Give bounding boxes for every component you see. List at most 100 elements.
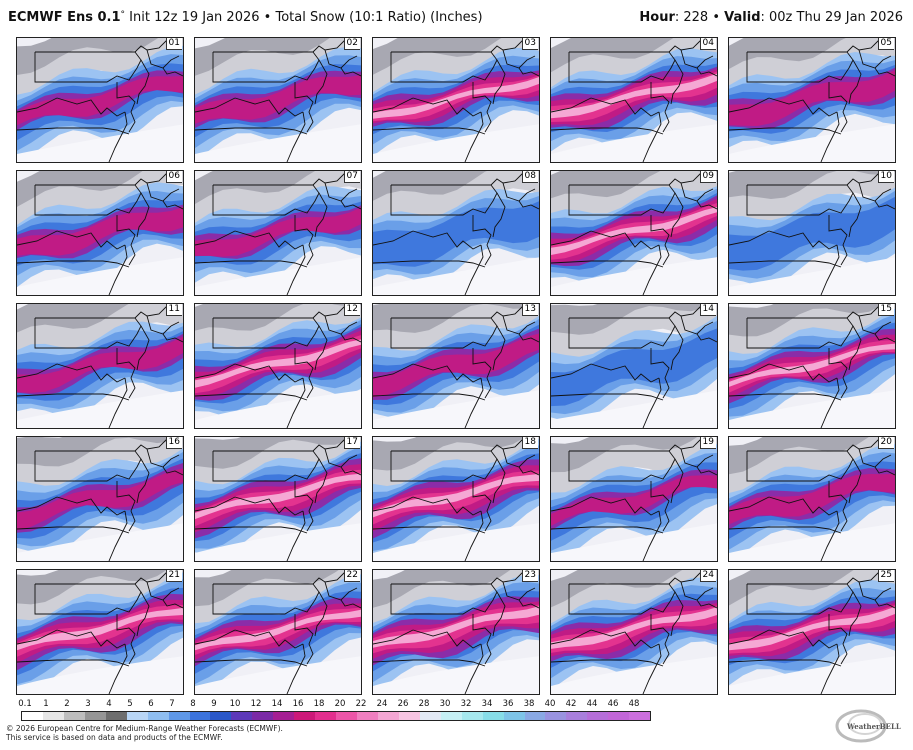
colorbar-tick-label: 2 xyxy=(64,699,70,709)
member-number-label: 13 xyxy=(521,304,538,316)
snow-band-grey xyxy=(551,304,712,335)
no-snow-area xyxy=(373,257,539,295)
snow-band-grey xyxy=(373,437,526,471)
no-snow-area xyxy=(195,656,361,694)
snowfall-map xyxy=(729,38,895,162)
colorbar-tick-label: 14 xyxy=(271,699,283,709)
member-number-label: 23 xyxy=(521,570,538,582)
snowfall-map xyxy=(195,171,361,295)
snow-band-grey xyxy=(373,38,502,75)
ensemble-member-panel: 21 xyxy=(16,569,184,695)
header: ECMWF Ens 0.1° Init 12z 19 Jan 2026 • To… xyxy=(0,0,913,34)
ensemble-member-panel: 06 xyxy=(16,170,184,296)
colorbar-tick-label: 48 xyxy=(628,699,640,709)
colorbar-tick-label: 12 xyxy=(250,699,262,709)
colorbar-swatch xyxy=(42,712,64,720)
colorbar-swatch xyxy=(63,712,85,720)
snow-band-pale-pink xyxy=(729,606,895,651)
state-boundaries xyxy=(729,438,895,561)
snow-band-grey xyxy=(195,171,315,204)
colorbar-swatch xyxy=(461,712,483,720)
state-boundaries xyxy=(551,571,717,694)
snow-band-grey xyxy=(17,437,181,467)
no-snow-area xyxy=(195,523,361,561)
no-snow-area xyxy=(729,257,895,295)
colorbar-swatch xyxy=(545,712,567,720)
snowfall-map xyxy=(195,437,361,561)
colorbar-swatch xyxy=(168,712,190,720)
colorbar-tick-label: 3 xyxy=(85,699,91,709)
colorbar-tick-label: 34 xyxy=(481,699,493,709)
member-number-label: 06 xyxy=(165,171,182,183)
state-boundaries xyxy=(373,305,539,428)
snowfall-map xyxy=(17,437,183,561)
ensemble-member-panel: 09 xyxy=(550,170,718,296)
colorbar-swatch xyxy=(294,712,316,720)
colorbar-swatch xyxy=(273,712,295,720)
snowfall-map xyxy=(551,304,717,428)
ensemble-member-panel: 18 xyxy=(372,436,540,562)
snow-band-grey xyxy=(195,304,361,331)
snow-band-grey xyxy=(729,171,895,199)
snow-band-magenta xyxy=(195,75,361,124)
service-line: This service is based on data and produc… xyxy=(6,733,223,742)
snow-band-grey xyxy=(551,437,698,473)
member-number-label: 14 xyxy=(699,304,716,316)
colorbar-swatch xyxy=(252,712,274,720)
snowfall-map xyxy=(729,171,895,295)
colorbar-tick-label: 30 xyxy=(439,699,451,709)
state-boundaries xyxy=(551,305,717,428)
snowfall-map xyxy=(195,304,361,428)
ensemble-member-panel: 13 xyxy=(372,303,540,429)
member-number-label: 01 xyxy=(165,38,182,50)
state-boundaries xyxy=(195,571,361,694)
snow-band-grey xyxy=(195,437,354,469)
state-boundaries xyxy=(551,39,717,162)
snowfall-map xyxy=(729,304,895,428)
ensemble-member-panel: 04 xyxy=(550,37,718,163)
colorbar-tick-label: 10 xyxy=(229,699,241,709)
snowfall-map xyxy=(729,570,895,694)
snow-band-magenta xyxy=(729,473,895,525)
snowfall-map xyxy=(17,171,183,295)
snow-band-magenta xyxy=(729,69,895,126)
snow-band-magenta xyxy=(373,333,539,398)
member-number-label: 18 xyxy=(521,437,538,449)
colorbar-tick-label: 36 xyxy=(502,699,514,709)
no-snow-area xyxy=(17,124,183,162)
snow-band-magenta xyxy=(17,76,183,126)
state-boundaries xyxy=(17,305,183,428)
colorbar-swatch xyxy=(587,712,609,720)
state-boundaries xyxy=(729,305,895,428)
no-snow-area xyxy=(195,390,361,428)
snow-band-pale-pink xyxy=(551,607,717,649)
snow-band-grey xyxy=(729,437,869,475)
state-boundaries xyxy=(195,305,361,428)
snow-band-grey xyxy=(17,38,159,75)
no-snow-area xyxy=(373,656,539,694)
ensemble-member-panel: 05 xyxy=(728,37,896,163)
colorbar-swatch xyxy=(105,712,127,720)
no-snow-area xyxy=(373,523,539,561)
model-name: ECMWF Ens 0.1 xyxy=(8,10,121,25)
ensemble-member-panel: 02 xyxy=(194,37,362,163)
colorbar-tick-label: 5 xyxy=(127,699,133,709)
snowfall-map xyxy=(551,437,717,561)
colorbar-swatch xyxy=(126,712,148,720)
snow-band-magenta xyxy=(195,207,361,257)
colorbar-tick-label: 16 xyxy=(292,699,304,709)
snow-band-magenta xyxy=(551,475,717,526)
ensemble-member-panel: 17 xyxy=(194,436,362,562)
member-number-label: 17 xyxy=(343,437,360,449)
state-boundaries xyxy=(195,438,361,561)
colorbar-swatch xyxy=(482,712,504,720)
snowfall-map xyxy=(373,171,539,295)
member-number-label: 10 xyxy=(877,171,894,183)
state-boundaries xyxy=(17,571,183,694)
snow-band-magenta xyxy=(17,206,183,256)
ensemble-member-panel: 12 xyxy=(194,303,362,429)
member-number-label: 11 xyxy=(165,304,182,316)
member-number-label: 09 xyxy=(699,171,716,183)
snowfall-map xyxy=(17,38,183,162)
no-snow-area xyxy=(551,523,717,561)
